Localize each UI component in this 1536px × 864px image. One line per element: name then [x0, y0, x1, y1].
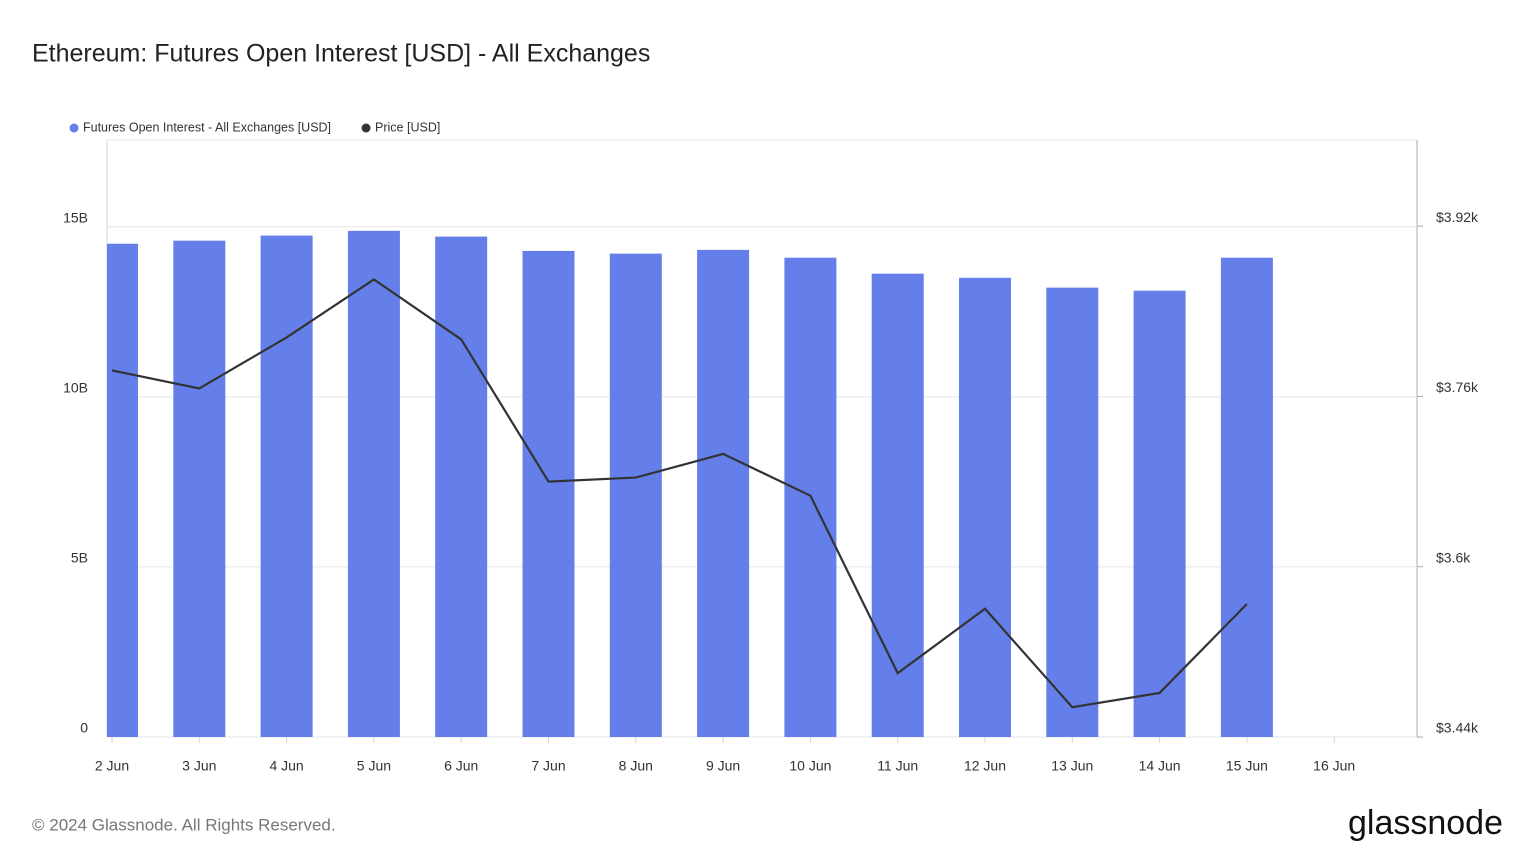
bar [1133, 290, 1186, 737]
y2-tick-label: $3.92k [1436, 209, 1479, 225]
legend-label: Price [USD] [375, 120, 440, 134]
x-tick-label: 15 Jun [1226, 758, 1268, 774]
x-tick-label: 10 Jun [789, 758, 831, 774]
chart-title: Ethereum: Futures Open Interest [USD] - … [32, 40, 650, 68]
x-tick-label: 2 Jun [95, 758, 129, 774]
bar [1220, 257, 1273, 737]
x-tick-label: 9 Jun [706, 758, 740, 774]
bar [697, 249, 750, 737]
x-tick-label: 14 Jun [1139, 758, 1181, 774]
bar [347, 230, 400, 737]
y-tick-label: 10B [63, 380, 88, 396]
bar [435, 236, 488, 737]
y2-tick-label: $3.6k [1436, 549, 1471, 565]
x-tick-label: 3 Jun [182, 758, 216, 774]
x-tick-label: 6 Jun [444, 758, 478, 774]
x-tick-label: 16 Jun [1313, 758, 1355, 774]
legend-marker [69, 123, 79, 133]
bar [959, 277, 1011, 737]
bar [609, 253, 662, 737]
bar [522, 250, 575, 737]
x-tick-label: 5 Jun [357, 758, 391, 774]
x-tick-label: 4 Jun [269, 758, 303, 774]
bar [107, 243, 138, 737]
legend-label: Futures Open Interest - All Exchanges [U… [83, 120, 331, 134]
legend-marker [361, 123, 371, 133]
y-tick-label: 5B [71, 550, 88, 566]
copyright: © 2024 Glassnode. All Rights Reserved. [32, 815, 336, 834]
bar [871, 273, 924, 737]
y2-tick-label: $3.76k [1436, 379, 1479, 395]
bar [173, 240, 226, 737]
price-line [111, 278, 1248, 709]
y-tick-label: 0 [80, 720, 88, 736]
x-tick-label: 13 Jun [1051, 758, 1093, 774]
bar [1046, 287, 1099, 737]
x-tick-label: 8 Jun [619, 758, 653, 774]
x-tick-label: 12 Jun [964, 758, 1006, 774]
y-tick-label: 15B [63, 209, 88, 225]
logo: glassnode [1348, 804, 1503, 842]
y2-tick-label: $3.44k [1436, 720, 1479, 736]
x-tick-label: 11 Jun [877, 758, 918, 774]
plot [107, 230, 1273, 737]
x-tick-label: 7 Jun [531, 758, 565, 774]
bar [260, 235, 313, 737]
